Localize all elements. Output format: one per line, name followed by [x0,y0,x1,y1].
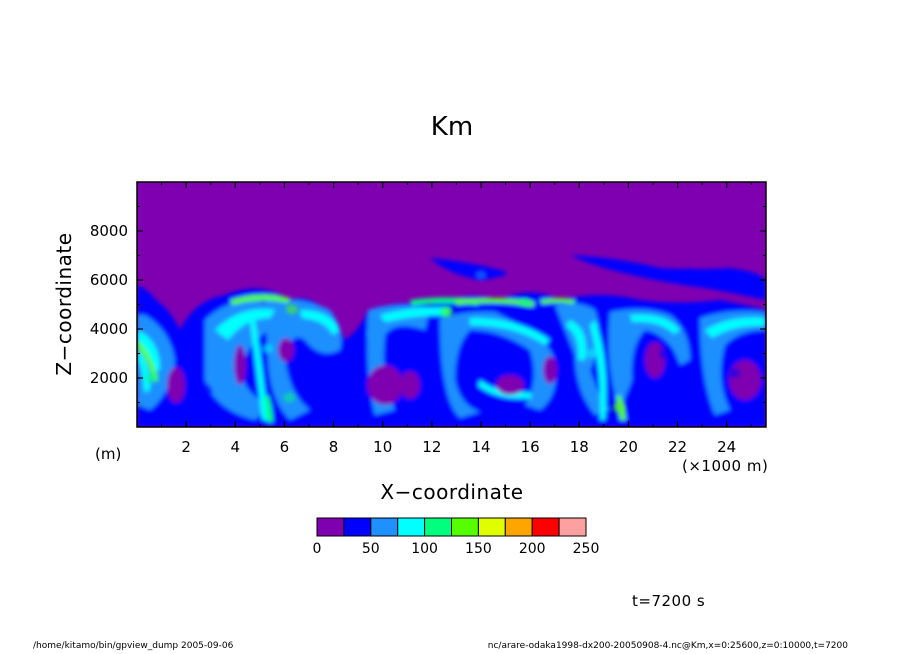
x-tick-label: 24 [717,438,736,456]
colorbar-bin-50 [370,517,399,537]
band-level-75-arc-1 [137,330,160,372]
band-level-0-eddy-7 [645,342,665,378]
feature-1 [145,373,158,383]
colorbar-bin-0 [316,517,345,537]
plot-area [137,182,766,427]
band-level-50-roll-7 [608,309,690,410]
band-green-streak-1 [230,294,290,305]
feature-14 [659,348,672,359]
band-level-75-arc-4 [300,310,340,335]
band-level-0-eddy-6 [543,356,557,384]
x-axis-label: X−coordinate [380,480,524,504]
colorbar-bin-175 [504,517,533,537]
feature-11 [479,358,492,369]
band-level-75-arc-5 [380,307,450,322]
band-level-75-arc-7 [478,380,532,399]
band-streamer-3 [137,285,160,310]
band-level-0-eddy-9 [496,375,524,395]
band-green-streak-7 [264,395,273,422]
y-tick-label: 4000 [90,320,128,338]
band-level-0-eddy-5 [400,371,420,399]
x-tick-label: 22 [668,438,687,456]
band-level-75-arc-2 [215,309,275,340]
feature-15 [728,368,741,379]
band-level-50-roll-8 [700,310,766,415]
colorbar-tick-label: 0 [313,541,322,557]
band-level-50-roll-3 [265,298,342,420]
footer-left: /home/kitamo/bin/gpview_dump 2005-09-06 [33,641,234,651]
x-tick-label: 14 [471,438,490,456]
feature-16 [683,270,696,281]
time-label: t=7200 s [632,592,706,610]
colorbar-bin-225 [558,517,587,537]
band-level-75-arc-3 [250,320,268,420]
band-level-75-arc-6 [470,318,550,345]
x-tick-label: 12 [422,438,441,456]
y-tick-label: 2000 [90,369,128,387]
band-level-75-arc-11 [705,317,766,338]
band-level-50-roll-5 [440,311,556,418]
colorbar-tick-label: 200 [519,541,546,557]
band-streamer-2 [570,255,766,300]
x-tick-label: 20 [619,438,638,456]
band-green-streak-5 [540,298,575,304]
band-level-75-arc-8 [566,320,586,360]
x-tick-label: 16 [521,438,540,456]
x-unit-label: (×1000 m) [682,457,769,475]
colorbar-bin-150 [477,517,506,537]
feature-7 [406,358,419,369]
colorbar-bin-100 [424,517,453,537]
x-tick-label: 2 [181,438,191,456]
feature-12 [585,348,598,359]
band-level-75-arc-10 [630,314,680,334]
feature-6 [366,328,379,339]
band-level-0-eddy-3 [278,338,294,362]
band-level-0-eddy-1 [167,367,185,403]
contour-bands [137,255,766,427]
feature-10 [519,297,532,308]
band-level-0-eddy-4 [367,365,403,405]
feature-layer [145,270,741,413]
band-level-0-eddy-2 [234,345,246,385]
x-tick-label: 6 [280,438,290,456]
feature-4 [285,304,298,315]
band-level-0-eddy-8 [729,360,761,400]
colorbar-bin-125 [451,517,479,537]
colorbar: 0 50 100 150 200 250 [313,517,600,557]
feature-8 [440,306,453,317]
colorbar-bin-200 [531,517,560,537]
feature-2 [199,385,212,396]
x-tick-label: 4 [231,438,241,456]
footer-right: nc/arare-odaka1998-dx200-20050908-4.nc@K… [487,641,848,651]
band-green-streak-2 [137,340,158,381]
z-unit-label: (m) [95,445,122,463]
colorbar-tick-label: 150 [465,541,492,557]
feature-3 [261,343,274,354]
x-tick-label: 10 [373,438,392,456]
band-level-75-arc-12 [137,350,150,392]
colorbar-tick-label: 100 [411,541,438,557]
band-level-75-arc-9 [590,320,607,420]
colorbar-tick-label: 50 [362,541,380,557]
colorbar-tick-label: 250 [573,541,600,557]
y-tick-label: 8000 [90,222,128,240]
colorbar-bin-75 [397,517,426,537]
feature-9 [474,270,487,281]
colorbar-bin-25 [343,517,372,537]
band-green-streak-4 [455,297,535,307]
page-title: Km [430,112,474,142]
x-tick-label: 18 [570,438,589,456]
feature-13 [612,402,625,413]
y-tick-label: 6000 [90,271,128,289]
x-tick-label: 8 [329,438,339,456]
feature-5 [283,392,296,403]
band-streamer-1 [430,258,507,280]
